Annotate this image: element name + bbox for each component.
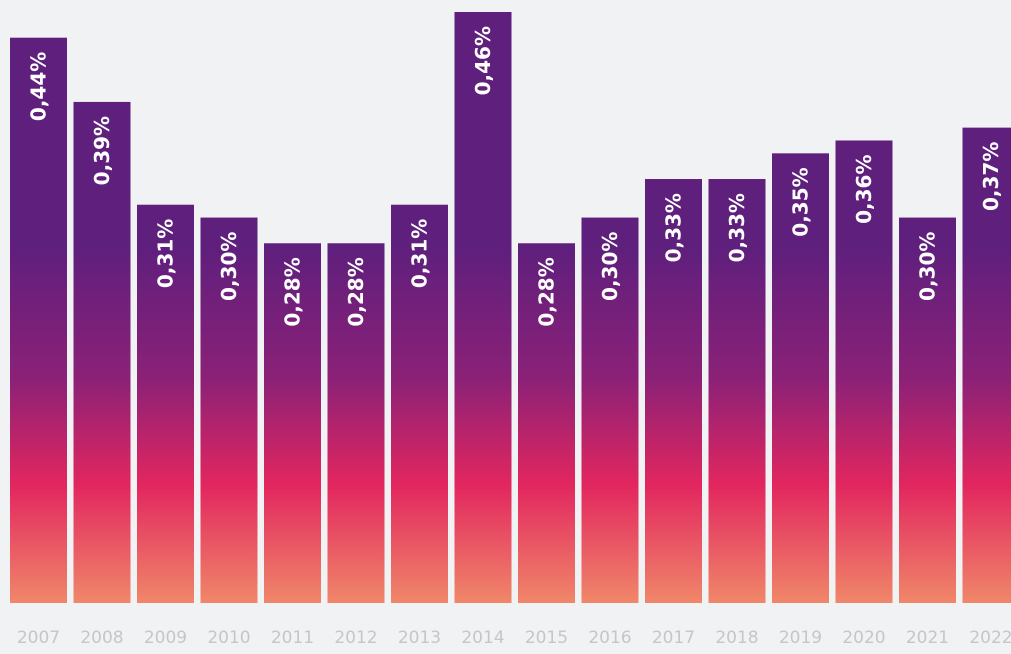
x-tick-label-2008: 2008 bbox=[80, 628, 123, 648]
value-label-2010: 0,30% bbox=[217, 232, 241, 301]
x-tick-label-2018: 2018 bbox=[715, 628, 758, 648]
x-tick-label-2017: 2017 bbox=[652, 628, 695, 648]
value-label-2009: 0,31% bbox=[154, 219, 178, 288]
x-tick-label-2015: 2015 bbox=[525, 628, 568, 648]
x-tick-label-2012: 2012 bbox=[334, 628, 377, 648]
value-label-2013: 0,31% bbox=[408, 219, 432, 288]
x-tick-label-2014: 2014 bbox=[461, 628, 504, 648]
x-tick-label-2011: 2011 bbox=[271, 628, 314, 648]
x-tick-label-2010: 2010 bbox=[207, 628, 250, 648]
x-tick-label-2016: 2016 bbox=[588, 628, 631, 648]
value-label-2011: 0,28% bbox=[281, 257, 305, 326]
x-tick-label-2021: 2021 bbox=[906, 628, 949, 648]
value-label-2007: 0,44% bbox=[27, 52, 51, 121]
bar-2007 bbox=[10, 38, 67, 603]
value-label-2021: 0,30% bbox=[916, 232, 940, 301]
bar-2014 bbox=[455, 12, 512, 603]
x-tick-label-2013: 2013 bbox=[398, 628, 441, 648]
x-tick-label-2007: 2007 bbox=[17, 628, 60, 648]
value-label-2014: 0,46% bbox=[471, 26, 495, 95]
value-label-2018: 0,33% bbox=[725, 193, 749, 262]
value-label-2020: 0,36% bbox=[852, 154, 876, 223]
value-label-2016: 0,30% bbox=[598, 232, 622, 301]
x-tick-label-2019: 2019 bbox=[779, 628, 822, 648]
value-label-2017: 0,33% bbox=[662, 193, 686, 262]
x-tick-label-2009: 2009 bbox=[144, 628, 187, 648]
value-label-2008: 0,39% bbox=[90, 116, 114, 185]
value-label-2019: 0,35% bbox=[789, 167, 813, 236]
x-tick-label-2020: 2020 bbox=[842, 628, 885, 648]
x-tick-label-2022: 2022 bbox=[969, 628, 1011, 648]
value-label-2012: 0,28% bbox=[344, 257, 368, 326]
value-label-2015: 0,28% bbox=[535, 257, 559, 326]
value-label-2022: 0,37% bbox=[979, 142, 1003, 211]
